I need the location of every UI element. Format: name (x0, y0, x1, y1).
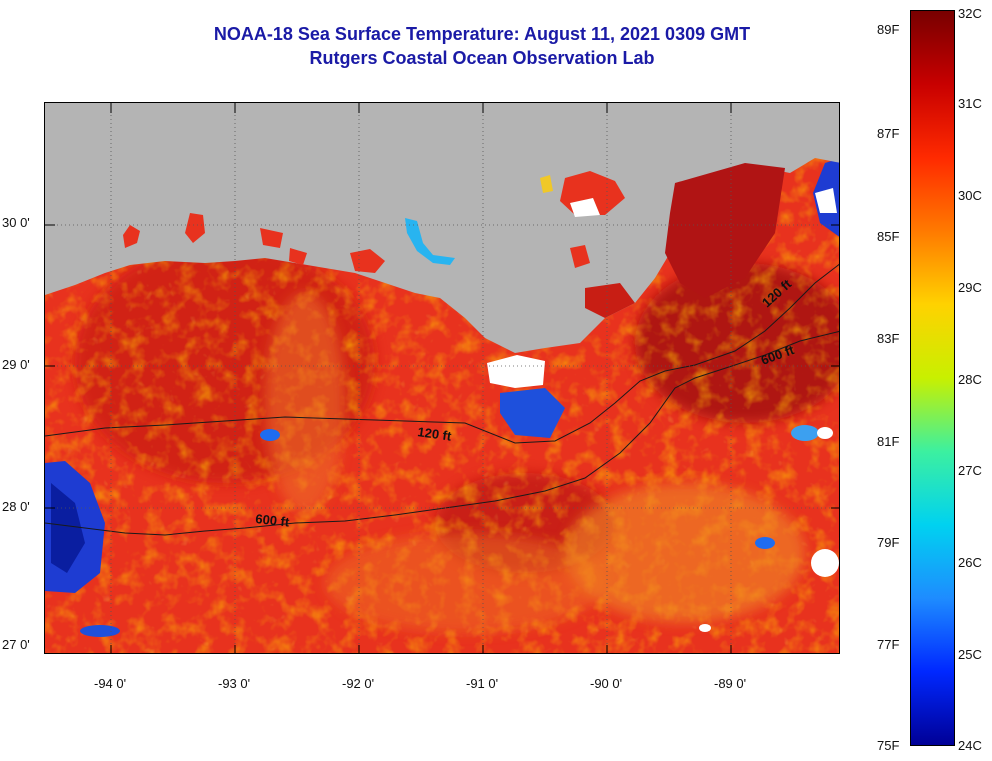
colorbar-c-28: 28C (958, 372, 982, 387)
lon-label-90: -90 0' (590, 676, 623, 691)
lat-label-28: 28 0' (2, 499, 30, 514)
depth-contours (45, 263, 839, 536)
lon-label-91: -91 0' (466, 676, 499, 691)
warm-orange-zones (265, 293, 805, 633)
lat-label-30: 30 0' (2, 215, 30, 230)
map-title: NOAA-18 Sea Surface Temperature: August … (213, 24, 751, 44)
sst-map: 120 ft 600 ft 120 ft 600 ft (44, 102, 840, 654)
colorbar-f-87: 87F (877, 126, 900, 141)
contour-label-120ft-west: 120 ft (417, 424, 453, 444)
land-area (45, 103, 839, 353)
colorbar-f-75: 75F (877, 738, 900, 753)
map-subtitle: Rutgers Coastal Ocean Observation Lab (309, 48, 655, 68)
lat-label-29: 29 0' (2, 357, 30, 372)
colorbar-c-24: 24C (958, 738, 982, 753)
lon-label-92: -92 0' (342, 676, 375, 691)
colorbar-f-77: 77F (877, 637, 900, 652)
sst-map-canvas: 120 ft 600 ft 120 ft 600 ft (45, 103, 839, 653)
inland-water (123, 163, 785, 318)
colorbar-c-31: 31C (958, 96, 982, 111)
colorbar-c-26: 26C (958, 555, 982, 570)
lon-label-94: -94 0' (94, 676, 127, 691)
colorbar-f-79: 79F (877, 535, 900, 550)
colorbar-c-27: 27C (958, 463, 982, 478)
lat-label-27: 27 0' (2, 637, 30, 652)
colorbar-c-30: 30C (958, 188, 982, 203)
colorbar-f-81: 81F (877, 434, 900, 449)
colorbar-c-32: 32C (958, 6, 982, 21)
colorbar-f-89: 89F (877, 22, 900, 37)
lon-label-89: -89 0' (714, 676, 747, 691)
cloud-patches (487, 188, 839, 632)
lat-lon-grid (45, 103, 839, 653)
axis-ticks (45, 103, 839, 653)
temperature-colorbar (910, 10, 955, 746)
lon-label-93: -93 0' (218, 676, 251, 691)
colorbar-f-83: 83F (877, 331, 900, 346)
colorbar-f-85: 85F (877, 229, 900, 244)
colorbar-c-29: 29C (958, 280, 982, 295)
cool-water-patches (45, 158, 839, 637)
colorbar-c-25: 25C (958, 647, 982, 662)
contour-label-600ft-west: 600 ft (255, 511, 291, 530)
